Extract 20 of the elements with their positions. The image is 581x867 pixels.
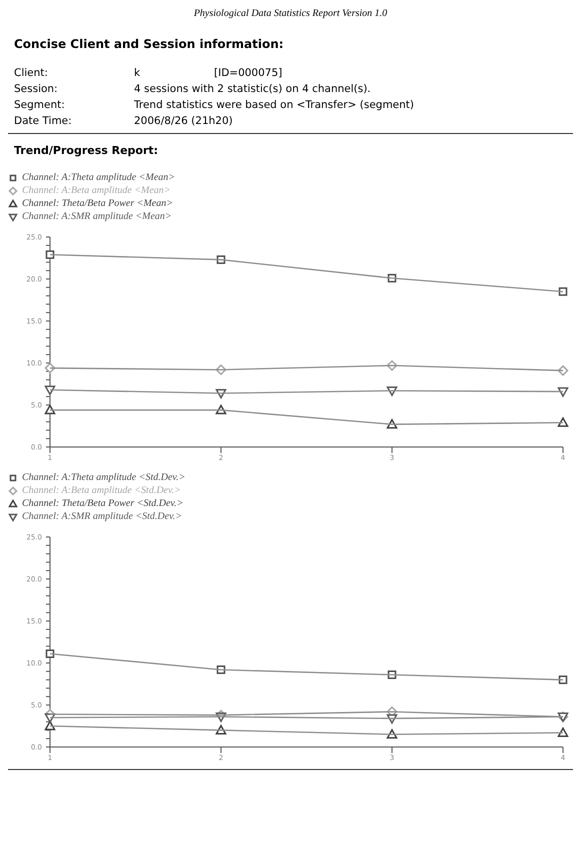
text: Client:: [14, 66, 49, 81]
legend-label: Channel: A:Theta amplitude <Std.Dev.>: [22, 471, 186, 484]
text: Segment:: [14, 98, 66, 113]
legend-label: Channel: A:SMR amplitude <Mean>: [22, 210, 172, 223]
text: Trend statistics were based on <Transfer> (segment): [134, 98, 414, 113]
legend-label: Channel: Theta/Beta Power <Mean>: [22, 197, 173, 210]
legend-label: Channel: A:Beta amplitude <Std.Dev.>: [22, 484, 181, 497]
text: 4 sessions with 2 statistic(s) on 4 channel(s).: [134, 82, 371, 97]
text: k: [134, 66, 142, 81]
legend-label: Channel: A:SMR amplitude <Std.Dev.>: [22, 510, 182, 523]
text: [ID=000075]: [214, 66, 282, 81]
text: Concise Client and Session information:: [14, 37, 285, 51]
legend-label: Channel: A:Beta amplitude <Mean>: [22, 184, 171, 197]
chart-title: Trend/Progress Report:: [14, 144, 160, 157]
text: Physiological Data Statistics Report Version 1.0: [192, 8, 388, 19]
legend-label: Channel: Theta/Beta Power <Std.Dev.>: [22, 497, 184, 510]
text: Session:: [14, 82, 59, 97]
text: 2006/8/26 (21h20): [134, 114, 233, 129]
text: Date Time:: [14, 114, 73, 129]
legend-label: Channel: A:Theta amplitude <Mean>: [22, 171, 176, 184]
